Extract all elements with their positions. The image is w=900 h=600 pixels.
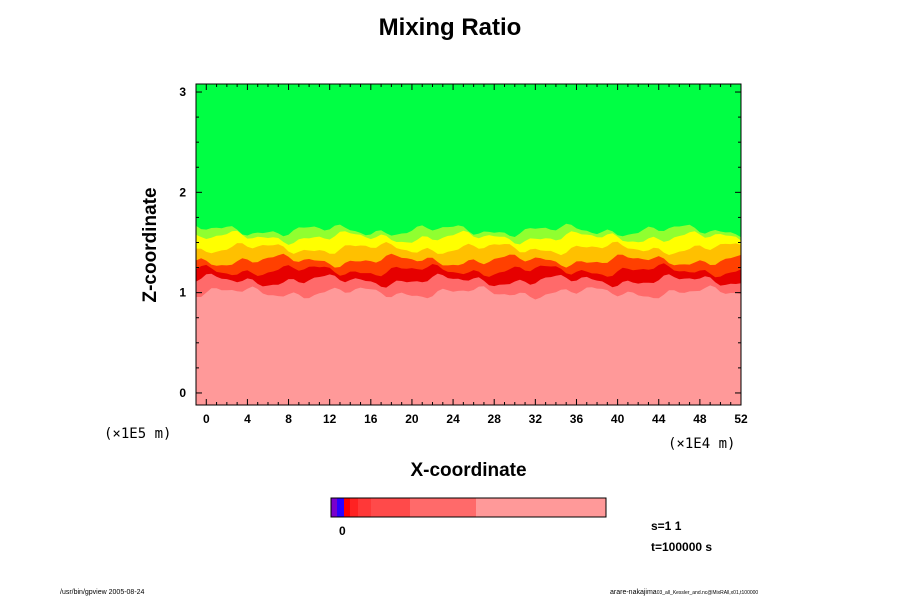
x-axis-label: X-coordinate — [410, 460, 527, 481]
colorbar-segment-4 — [358, 498, 371, 517]
x-tick-label-11: 44 — [652, 412, 666, 426]
x-tick-label-1: 4 — [244, 412, 251, 426]
colorbar-label: 0 — [339, 524, 346, 538]
colorbar-segment-6 — [410, 498, 476, 517]
colorbar-segment-2 — [344, 498, 350, 517]
x-tick-label-2: 8 — [285, 412, 292, 426]
footer-left: /usr/bin/gpview 2005-08-24 — [60, 589, 145, 596]
x-tick-label-0: 0 — [203, 412, 210, 426]
x-scale-label: (×1E4 m) — [668, 436, 736, 452]
t-info: t=100000 s — [651, 540, 713, 554]
footer-right: arare-nakajima03_all_Kessler_and.nc@MixR… — [610, 589, 758, 596]
colorbar-segment-7 — [476, 498, 606, 517]
x-tick-label-4: 16 — [364, 412, 378, 426]
s-info: s=1 1 — [651, 519, 682, 533]
colorbar-segment-3 — [350, 498, 358, 517]
footer-right-main: arare-nakajima — [610, 589, 657, 596]
y-tick-label-0: 0 — [179, 386, 186, 400]
x-tick-label-8: 32 — [529, 412, 543, 426]
x-tick-label-6: 24 — [446, 412, 460, 426]
y-scale-label: (×1E5 m) — [104, 426, 172, 442]
colorbar-frame — [330, 497, 607, 518]
y-tick-label-2: 2 — [179, 185, 186, 199]
colorbar-segment-5 — [371, 498, 410, 517]
y-tick-label-1: 1 — [179, 286, 186, 300]
field-band-0 — [196, 285, 741, 405]
colorbar-segment-0 — [331, 498, 337, 517]
x-tick-label-12: 48 — [693, 412, 707, 426]
x-tick-label-13: 52 — [734, 412, 748, 426]
footer-right-small: 03_all_Kessler_and.nc@MixRAll,x01,t10000… — [656, 590, 759, 596]
x-tick-label-3: 12 — [323, 412, 337, 426]
x-tick-label-5: 20 — [405, 412, 419, 426]
x-tick-label-7: 28 — [488, 412, 502, 426]
x-tick-label-10: 40 — [611, 412, 625, 426]
x-tick-label-9: 36 — [570, 412, 584, 426]
chart-title: Mixing Ratio — [378, 14, 522, 41]
y-tick-label-3: 3 — [179, 85, 186, 99]
plot-frame — [195, 83, 742, 406]
colorbar-segment-1 — [337, 498, 344, 517]
